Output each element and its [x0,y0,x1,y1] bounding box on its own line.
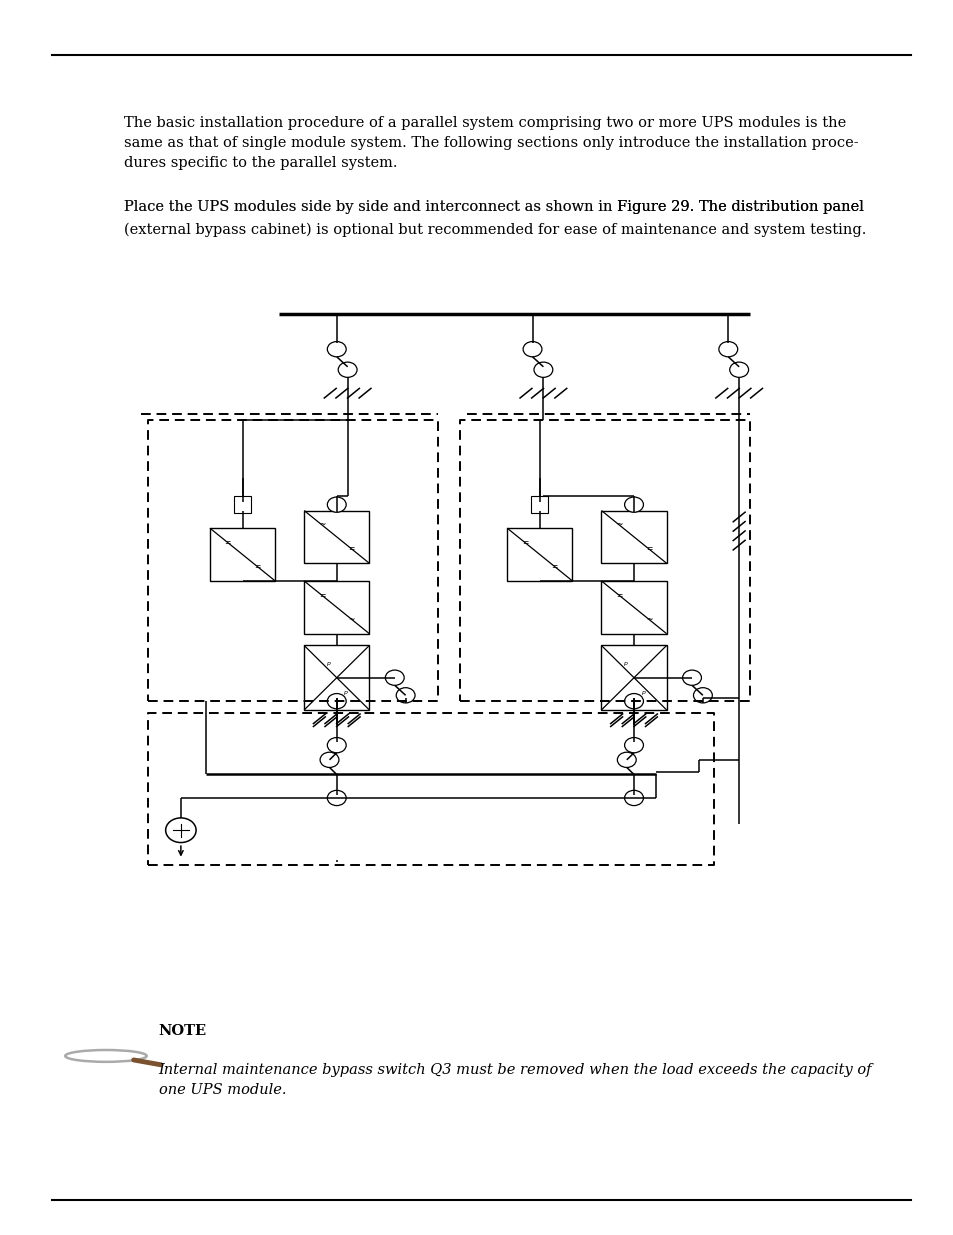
Circle shape [534,362,552,378]
Text: p: p [622,661,627,666]
Bar [531,496,548,514]
Bar [210,529,274,580]
Circle shape [522,342,541,357]
Circle shape [729,362,748,378]
Text: p: p [640,690,644,695]
Circle shape [617,752,636,767]
Circle shape [719,342,737,357]
Circle shape [624,737,642,753]
Circle shape [327,496,346,513]
Circle shape [624,496,642,513]
Text: ~: ~ [348,615,355,624]
Circle shape [624,790,642,805]
Circle shape [320,752,338,767]
Text: ~: ~ [616,520,621,530]
Circle shape [682,671,700,685]
Text: Place the UPS modules side by side and interconnect as shown in: Place the UPS modules side by side and i… [124,200,617,214]
Text: =: = [348,545,355,553]
Text: =: = [616,590,621,600]
Text: =: = [521,538,528,547]
Text: Place the UPS modules side by side and interconnect as shown in Figure 29. The d: Place the UPS modules side by side and i… [124,200,863,214]
Text: Internal maintenance bypass switch Q3 must be removed when the load exceeds the : Internal maintenance bypass switch Q3 mu… [158,1063,871,1097]
Text: The basic installation procedure of a parallel system comprising two or more UPS: The basic installation procedure of a pa… [124,116,858,170]
Text: =: = [645,545,652,553]
Bar [507,529,572,580]
Text: =: = [224,538,231,547]
Bar [304,646,369,710]
Bar [304,580,369,634]
Circle shape [338,362,356,378]
Text: p: p [326,661,330,666]
Text: p: p [343,690,347,695]
Bar [600,646,666,710]
Circle shape [395,688,415,703]
Text: (external bypass cabinet) is optional but recommended for ease of maintenance an: (external bypass cabinet) is optional bu… [124,222,865,237]
Circle shape [385,671,404,685]
Circle shape [624,694,642,709]
Circle shape [693,688,712,703]
Text: =: = [253,562,260,571]
Bar [233,496,251,514]
Bar [600,580,666,634]
Text: =: = [318,590,325,600]
Circle shape [327,694,346,709]
Circle shape [327,790,346,805]
Circle shape [327,342,346,357]
Text: NOTE: NOTE [158,1024,207,1037]
Bar [304,510,369,563]
Text: Place the UPS modules side by side and interconnect as shown in Figure 29. The d: Place the UPS modules side by side and i… [124,200,863,214]
Text: ~: ~ [318,520,325,530]
Circle shape [65,1050,147,1062]
Text: ~: ~ [645,615,652,624]
Circle shape [327,737,346,753]
Text: =: = [551,562,558,571]
Bar [600,510,666,563]
Circle shape [166,818,196,842]
